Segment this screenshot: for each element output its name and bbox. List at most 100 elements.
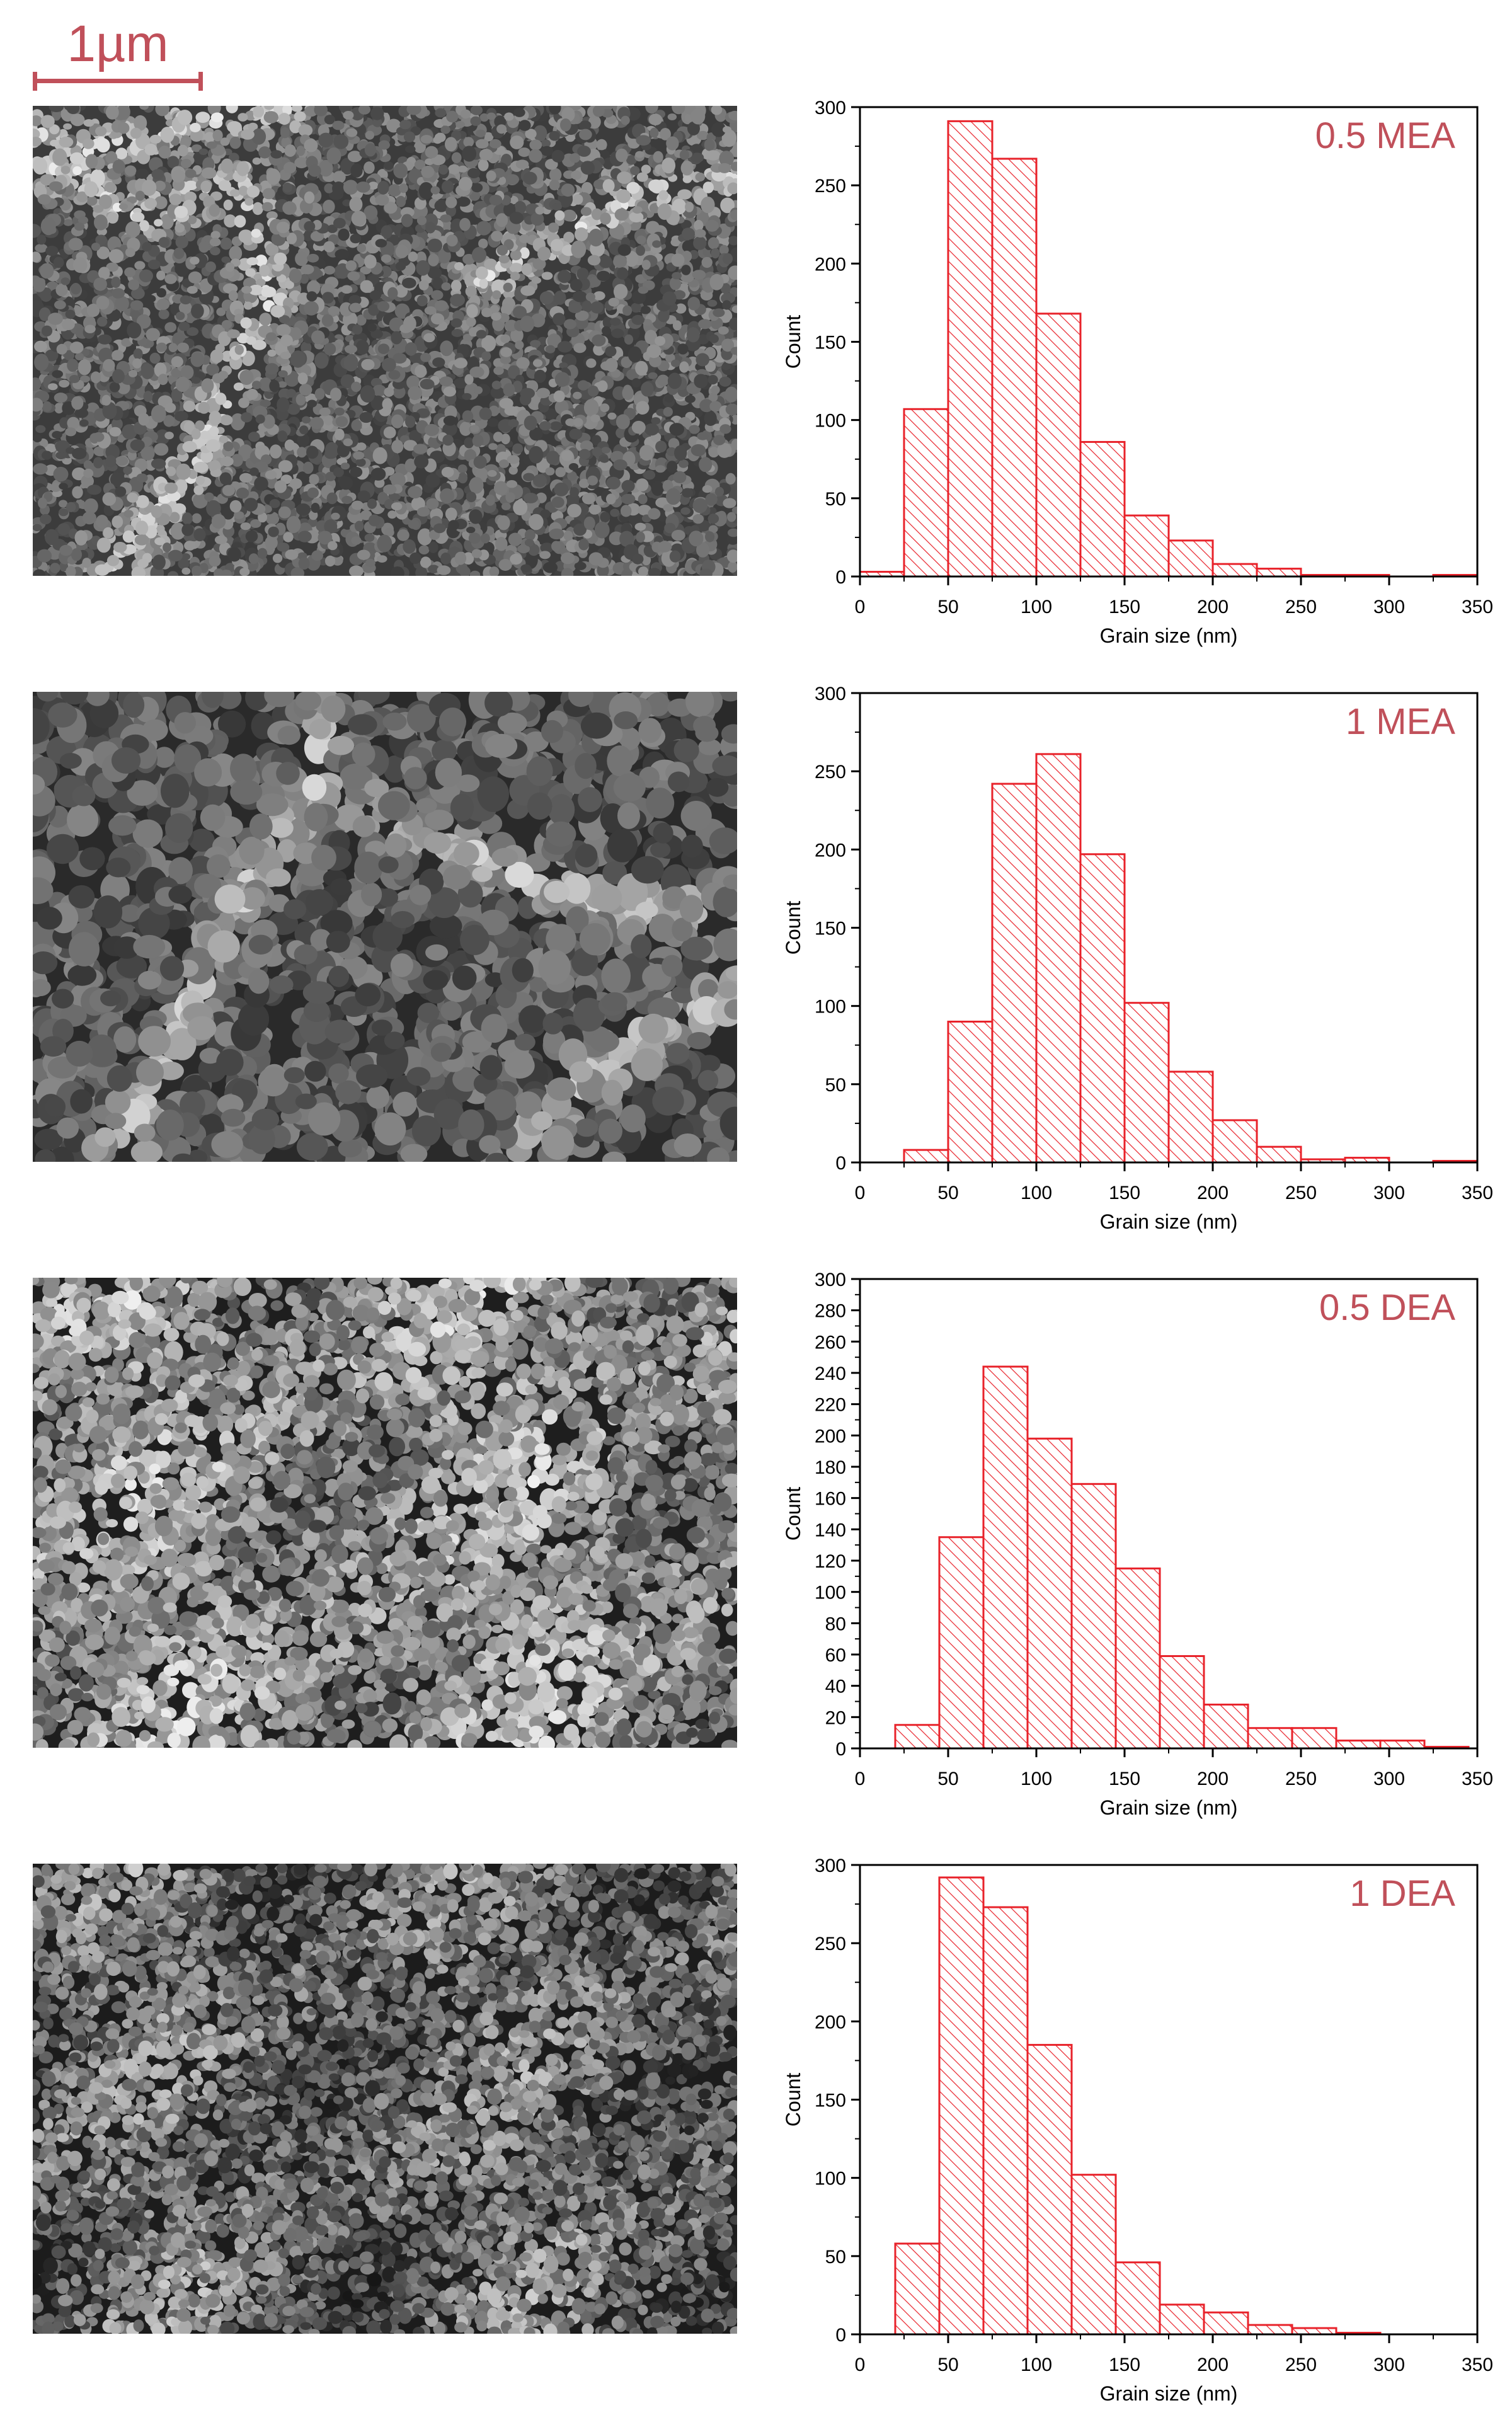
histogram-bar (1248, 2325, 1292, 2334)
y-axis-label: Count (782, 315, 805, 369)
y-tick-label: 180 (815, 1457, 846, 1478)
histogram-bar (1036, 754, 1080, 1162)
histogram-bar (1072, 1484, 1116, 1748)
histogram-bar (1213, 564, 1257, 576)
histogram-bar (904, 409, 948, 576)
y-tick-label: 50 (825, 489, 846, 510)
y-tick-label: 300 (815, 1270, 846, 1290)
scale-bar-right-tick (198, 72, 203, 91)
histogram-bar (992, 159, 1036, 576)
y-tick-label: 50 (825, 2247, 846, 2268)
x-tick-label: 150 (1109, 2355, 1140, 2375)
histogram-bar (1160, 2305, 1204, 2334)
x-tick-label: 200 (1197, 2355, 1228, 2375)
x-tick-label: 100 (1021, 1183, 1052, 1203)
x-tick-label: 250 (1285, 1769, 1317, 1789)
y-axis-label: Count (782, 2073, 805, 2127)
y-tick-label: 0 (835, 2325, 846, 2346)
y-tick-label: 240 (815, 1363, 846, 1384)
histogram-bar (1257, 569, 1301, 576)
x-tick-label: 200 (1197, 597, 1228, 617)
y-tick-label: 300 (815, 98, 846, 118)
scale-bar-label: 1µm (33, 13, 203, 76)
x-tick-label: 100 (1021, 1769, 1052, 1789)
x-axis-label: Grain size (nm) (1100, 624, 1238, 647)
histogram-bar (1080, 442, 1125, 576)
x-tick-label: 300 (1373, 1769, 1405, 1789)
histogram-bar (1169, 1072, 1213, 1162)
scale-bar-line (33, 79, 203, 83)
y-tick-label: 50 (825, 1075, 846, 1096)
sem-micrograph-0-5-mea (33, 106, 737, 576)
x-tick-label: 350 (1462, 1769, 1493, 1789)
histogram-bar (1248, 1728, 1292, 1748)
x-tick-label: 50 (937, 1769, 958, 1789)
sem-micrograph-1-dea (33, 1864, 737, 2334)
y-tick-label: 150 (815, 2091, 846, 2111)
y-tick-label: 200 (815, 2012, 846, 2033)
histogram-bar (1213, 1120, 1257, 1162)
y-tick-label: 0 (835, 1153, 846, 1174)
x-tick-label: 100 (1021, 2355, 1052, 2375)
histogram-bar (1336, 1741, 1380, 1748)
y-tick-label: 250 (815, 1934, 846, 1954)
scale-bar-left-tick (33, 72, 37, 91)
histogram-bar (895, 1725, 939, 1748)
y-tick-label: 100 (815, 1583, 846, 1603)
y-tick-label: 250 (815, 176, 846, 197)
x-tick-label: 50 (937, 597, 958, 617)
sample-label: 1 DEA (1349, 1873, 1455, 1914)
histogram-bar (904, 1150, 948, 1162)
x-tick-label: 50 (937, 2355, 958, 2375)
y-tick-label: 0 (835, 567, 846, 588)
y-tick-label: 80 (825, 1614, 846, 1634)
histogram-bar (1116, 2263, 1160, 2334)
y-tick-label: 250 (815, 762, 846, 783)
histogram-bar (983, 1367, 1028, 1748)
y-tick-label: 100 (815, 411, 846, 432)
x-tick-label: 150 (1109, 1183, 1140, 1203)
histogram-bar (1028, 2045, 1072, 2334)
y-tick-label: 150 (815, 919, 846, 939)
y-tick-label: 100 (815, 997, 846, 1018)
histogram-bar (1292, 1728, 1336, 1748)
x-axis-label: Grain size (nm) (1100, 1210, 1238, 1233)
y-tick-label: 300 (815, 684, 846, 704)
y-tick-label: 60 (825, 1645, 846, 1666)
x-tick-label: 200 (1197, 1769, 1228, 1789)
y-tick-label: 220 (815, 1395, 846, 1416)
histogram-bar (1036, 314, 1080, 576)
histogram-bar (1204, 1704, 1248, 1748)
y-tick-label: 150 (815, 333, 846, 353)
x-tick-label: 150 (1109, 597, 1140, 617)
y-tick-label: 200 (815, 1426, 846, 1447)
histogram-bar (939, 1878, 983, 2334)
x-tick-label: 300 (1373, 1183, 1405, 1203)
y-tick-label: 140 (815, 1520, 846, 1540)
histogram-bar (1080, 854, 1125, 1162)
x-tick-label: 350 (1462, 1183, 1493, 1203)
x-tick-label: 0 (855, 1183, 866, 1203)
x-tick-label: 350 (1462, 2355, 1493, 2375)
histogram-bar (983, 1907, 1028, 2334)
histogram-bar (1204, 2312, 1248, 2334)
y-axis-label: Count (782, 1487, 805, 1541)
x-tick-label: 200 (1197, 1183, 1228, 1203)
sample-label: 1 MEA (1346, 701, 1455, 742)
y-tick-label: 200 (815, 254, 846, 275)
x-axis-label: Grain size (nm) (1100, 2382, 1238, 2405)
y-tick-label: 100 (815, 2169, 846, 2189)
y-tick-label: 200 (815, 840, 846, 861)
x-tick-label: 0 (855, 1769, 866, 1789)
sem-micrograph-0-5-dea (33, 1278, 737, 1748)
histogram-bar (1125, 515, 1169, 576)
sample-label: 0.5 DEA (1319, 1287, 1455, 1328)
histogram-bar (1160, 1656, 1204, 1748)
x-tick-label: 250 (1285, 597, 1317, 617)
x-tick-label: 50 (937, 1183, 958, 1203)
histogram-bar (1125, 1003, 1169, 1162)
y-tick-label: 40 (825, 1677, 846, 1697)
